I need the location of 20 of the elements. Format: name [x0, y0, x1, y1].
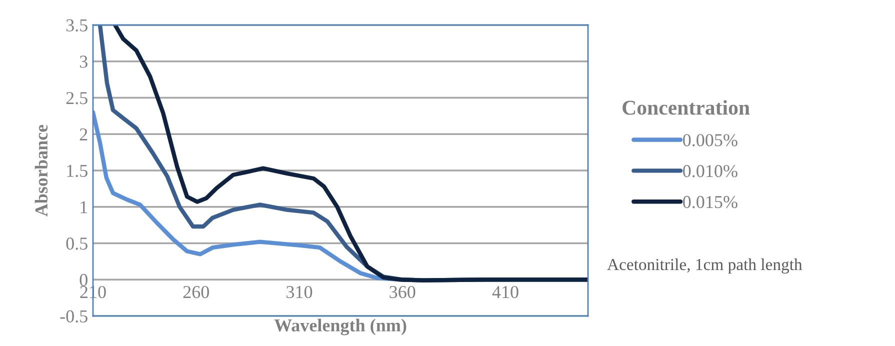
- text: Acetonitrile, 1cm path length: [607, 258, 802, 274]
- y-tick-label: 3: [80, 56, 88, 68]
- y-tick-label: 0.5: [66, 238, 88, 250]
- legend-label: 0.015%: [683, 196, 738, 208]
- y-tick-label: 0: [80, 274, 88, 286]
- legend-label: 0.010%: [683, 165, 738, 178]
- x-axis-title: Wavelength (nm): [274, 318, 406, 336]
- x-tick-label: 410: [492, 286, 518, 298]
- legend-title: Concentration: [622, 100, 750, 115]
- legend-label: 0.005%: [683, 134, 738, 146]
- y-tick-label: 2.5: [66, 92, 88, 104]
- y-axis-title: Absorbance: [34, 124, 48, 216]
- y-tick-label: 1.5: [67, 164, 88, 178]
- x-tick-label: 360: [390, 286, 416, 298]
- x-tick-label: 310: [286, 286, 312, 298]
- y-tick-label: 3.5: [66, 19, 88, 32]
- x-tick-label: 260: [183, 286, 209, 298]
- y-tick-label: -0.5: [60, 310, 88, 323]
- y-tick-label: 1: [80, 201, 88, 214]
- y-tick-label: 2: [80, 128, 88, 140]
